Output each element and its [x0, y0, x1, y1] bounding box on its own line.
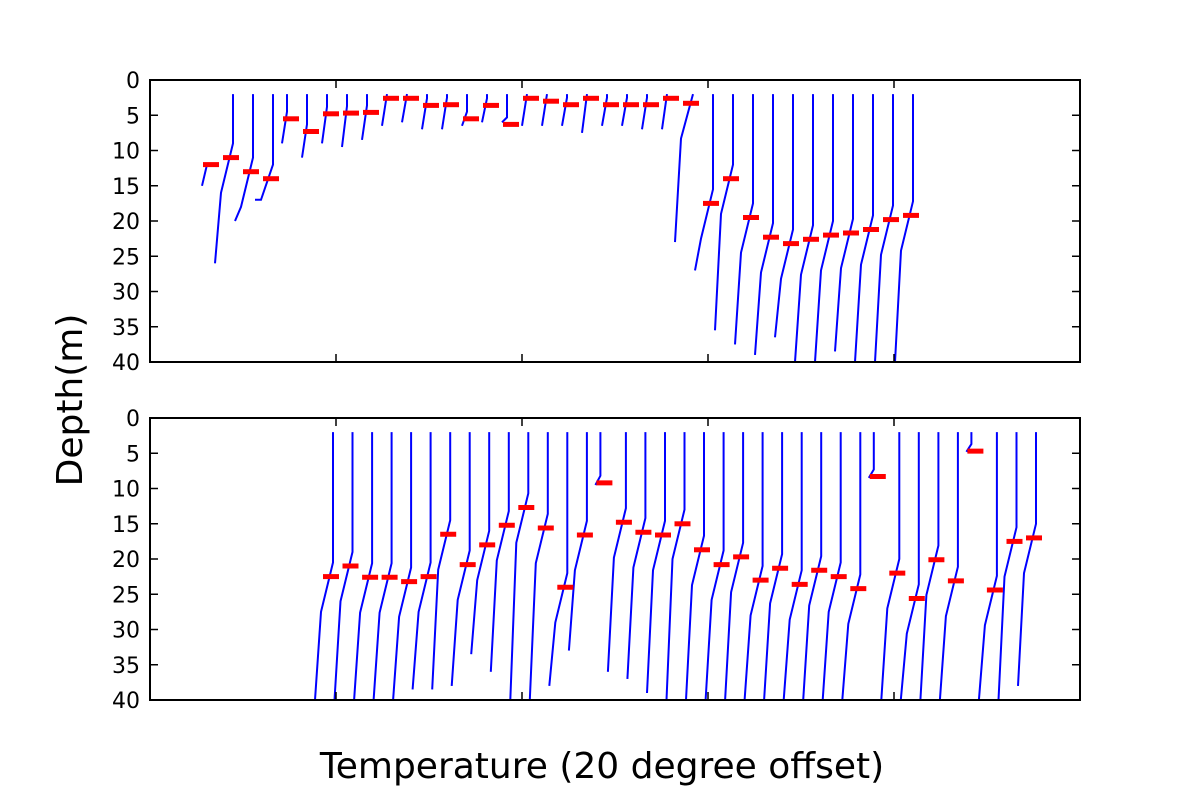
- top-profile-line: [894, 94, 914, 363]
- top-y-tick-label: 25: [112, 245, 140, 270]
- top-panel-frame: [149, 79, 1081, 363]
- bottom-profile-line: [977, 432, 998, 701]
- bottom-profile-line: [841, 432, 862, 701]
- bottom-profile-line: [704, 432, 725, 701]
- top-profile-line: [714, 94, 734, 331]
- top-profile-line: [834, 94, 854, 352]
- bottom-profile-line: [802, 432, 823, 701]
- bottom-y-tick-label: 10: [112, 478, 140, 503]
- bottom-y-tick-label: 20: [112, 548, 140, 573]
- bottom-profile-line: [938, 432, 959, 701]
- bottom-profile-line: [867, 432, 875, 479]
- bottom-profile-line: [724, 432, 745, 701]
- bottom-panel-frame: [149, 417, 1081, 701]
- bottom-profile-line: [821, 432, 842, 701]
- bottom-profile-line: [353, 432, 374, 701]
- top-panel-ticks: 0 5 10 15 20 25 30 35 40: [112, 69, 1080, 376]
- top-profile-line: [481, 94, 488, 123]
- bottom-profile-line: [450, 432, 471, 686]
- bottom-profile-line: [314, 432, 334, 701]
- bottom-y-tick-label: 15: [112, 513, 140, 538]
- top-profile-line: [854, 94, 874, 363]
- bottom-profile-line: [743, 432, 764, 701]
- bottom-profile-line: [548, 432, 569, 686]
- top-profile-line: [214, 94, 234, 264]
- top-profile-line: [255, 94, 274, 201]
- top-profile-line: [361, 94, 368, 141]
- bottom-profile-line: [646, 432, 666, 694]
- top-profile-line: [621, 94, 628, 126]
- top-profile-line: [321, 94, 328, 144]
- top-y-tick-label: 10: [112, 140, 140, 165]
- bottom-profile-line: [919, 432, 940, 701]
- y-axis-label: Depth(m): [50, 314, 91, 487]
- bottom-profile-line: [606, 432, 627, 672]
- bottom-y-tick-label: 30: [112, 619, 140, 644]
- bottom-profile-line: [594, 432, 602, 486]
- bottom-y-tick-label: 40: [112, 689, 140, 714]
- top-y-tick-label: 15: [112, 175, 140, 200]
- top-profile-line: [501, 94, 508, 124]
- top-profile-line: [754, 94, 774, 355]
- bottom-profile-line: [782, 432, 803, 701]
- bottom-y-tick-label: 0: [126, 407, 140, 432]
- x-axis-label: Temperature (20 degree offset): [319, 746, 884, 787]
- top-profile-line: [694, 94, 714, 271]
- top-profile-line: [234, 94, 254, 222]
- top-profile-line: [674, 93, 694, 243]
- top-profile-line: [281, 94, 288, 144]
- bottom-profile-line: [880, 432, 901, 701]
- bottom-profile-line: [1017, 432, 1037, 686]
- top-profile-line: [441, 94, 448, 130]
- top-profile-line: [421, 94, 428, 130]
- top-y-tick-label: 5: [126, 104, 140, 129]
- bottom-profile-line: [489, 432, 510, 672]
- top-y-tick-label: 35: [112, 316, 140, 341]
- bottom-panel-profiles: [314, 432, 1037, 701]
- top-panel-markers: [203, 95, 919, 247]
- top-y-tick-label: 30: [112, 281, 140, 306]
- top-profile-line: [561, 94, 568, 126]
- top-profile-line: [814, 94, 834, 363]
- top-panel-profiles: [201, 93, 914, 363]
- top-profile-line: [641, 94, 648, 130]
- bottom-profile-line: [333, 432, 354, 701]
- top-y-tick-label: 20: [112, 210, 140, 235]
- bottom-profile-line: [509, 432, 530, 701]
- top-profile-line: [774, 94, 794, 338]
- bottom-profile-line: [899, 432, 920, 701]
- bottom-y-tick-label: 25: [112, 583, 140, 608]
- bottom-profile-line: [392, 432, 413, 701]
- top-profile-line: [874, 94, 894, 363]
- bottom-profile-line: [997, 432, 1018, 701]
- bottom-profile-line: [763, 432, 784, 701]
- bottom-y-tick-label: 5: [126, 442, 140, 467]
- bottom-profile-line: [431, 432, 452, 690]
- bottom-y-tick-label: 35: [112, 654, 140, 679]
- bottom-profile-line: [470, 432, 491, 655]
- top-profile-line: [794, 94, 814, 363]
- bottom-panel: 0 5 10 15 20 25 30 35 40: [112, 407, 1081, 714]
- bottom-profile-line: [372, 432, 393, 701]
- top-profile-line: [341, 94, 348, 148]
- top-profile-line: [734, 94, 754, 345]
- top-profile-line: [601, 94, 608, 126]
- top-profile-line: [201, 164, 208, 187]
- top-panel: 0 5 10 15 20 25 30 35 40: [112, 69, 1081, 376]
- bottom-panel-markers: [323, 448, 1042, 601]
- bottom-profile-line: [626, 432, 647, 679]
- bottom-profile-line: [665, 432, 686, 701]
- bottom-profile-line: [567, 432, 588, 651]
- top-y-tick-label: 40: [112, 351, 140, 376]
- top-y-tick-label: 0: [126, 69, 140, 94]
- bottom-profile-line: [685, 432, 705, 701]
- bottom-profile-line: [528, 432, 549, 701]
- top-profile-line: [301, 94, 308, 158]
- bottom-profile-line: [411, 432, 432, 690]
